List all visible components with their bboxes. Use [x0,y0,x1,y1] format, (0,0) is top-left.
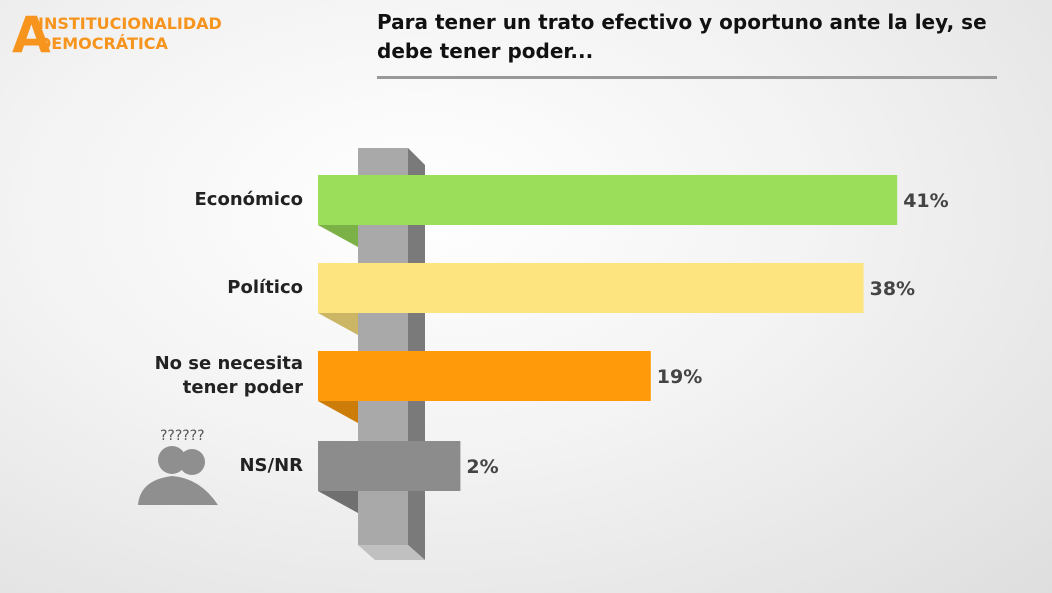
bar-fold-shade [318,491,358,513]
bar [318,441,461,491]
pillar-bottom [358,545,425,560]
category-label: No se necesita tener poder [154,353,303,398]
value-label: 2% [466,456,498,478]
bar [318,263,864,313]
bar-fold [318,491,358,513]
chart-title: Para tener un trato efectivo y oportuno … [377,10,987,63]
icon-text: ?????? [160,428,205,444]
category-label: NS/NR [239,455,303,476]
value-label: 41% [903,190,948,212]
value-label: 38% [870,278,915,300]
title-rule [377,76,997,79]
bar [318,351,651,401]
bar-fold [318,313,358,335]
bar [318,175,898,225]
bar-fold-shade [318,225,358,247]
bar-fold [318,225,358,247]
ns-icon [138,446,218,505]
bar-fold-shade [318,401,358,423]
bar-fold-shade [318,313,358,335]
value-label: 19% [657,366,702,388]
logo-letter: A [12,6,51,64]
category-label: Económico [194,189,303,210]
category-label: Político [227,277,303,298]
logo-line: INSTITUCIONALIDAD [38,14,222,33]
bar-fold [318,401,358,423]
logo-line: DEMOCRÁTICA [38,34,168,53]
